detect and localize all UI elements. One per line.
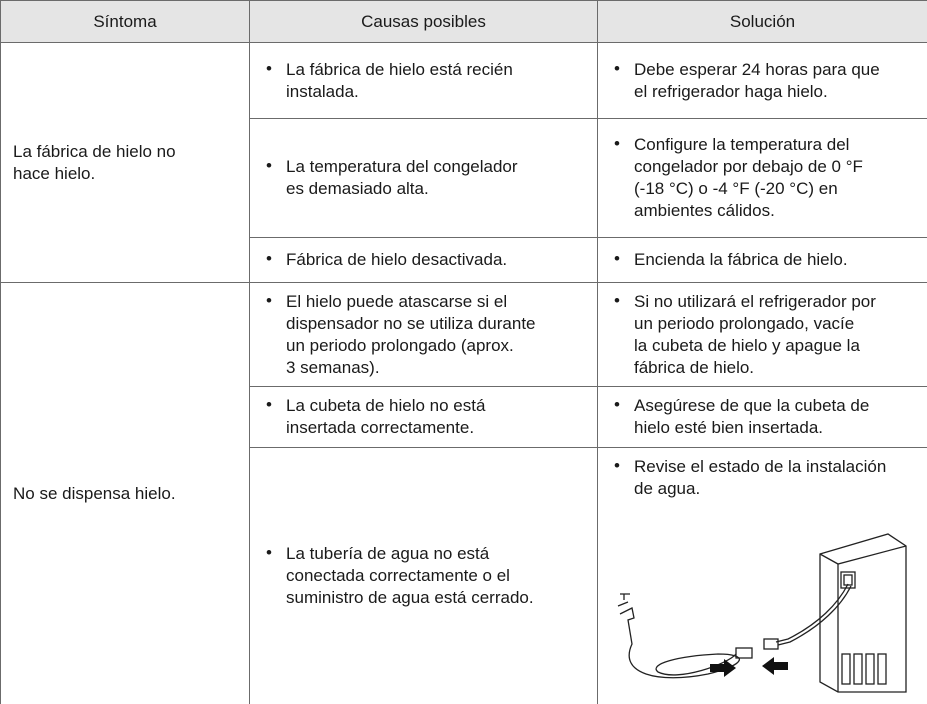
text-line: fábrica de hielo. — [634, 357, 755, 377]
text-line: Fábrica de hielo desactivada. — [286, 250, 508, 269]
bullet-item: La tubería de agua no está conectada corr… — [250, 543, 597, 609]
text-line: conectada correctamente o el — [286, 566, 510, 585]
cause-cell: La temperatura del congelador es demasiad… — [249, 118, 598, 238]
water-connection-illustration — [617, 533, 907, 693]
text-line: Asegúrese de que la cubeta de — [634, 396, 870, 415]
text-line: Revise el estado de la instalación — [634, 457, 887, 476]
text-line: No se dispensa hielo. — [13, 483, 176, 503]
text-line: El hielo puede atascarse si el — [286, 291, 508, 311]
cause-cell: El hielo puede atascarse si eldispensado… — [249, 282, 598, 387]
text-line: (-18 °C) o -4 °F (-20 °C) en — [634, 179, 838, 198]
text-line: ambientes cálidos. — [634, 201, 775, 220]
header-cell: Síntoma — [0, 0, 250, 43]
text-line: La fábrica de hielo no — [13, 141, 176, 161]
bullet-item: El hielo puede atascarse si eldispensado… — [250, 291, 597, 379]
text-line: hace hielo. — [13, 163, 96, 183]
table-row: Fábrica de hielo desactivada. Encienda la… — [1, 237, 927, 283]
text-line: un periodo prolongado (aprox. — [286, 335, 514, 355]
header-cell: Causas posibles — [249, 0, 598, 43]
text-line: congelador por debajo de 0 °F — [634, 157, 863, 176]
bullet-item: Asegúrese de que la cubeta de hielo esté … — [598, 395, 927, 439]
text-line: insertada correctamente. — [286, 418, 475, 437]
header-row: Síntoma Causas posibles Solución — [0, 0, 927, 43]
solution-cell: Asegúrese de que la cubeta de hielo esté … — [597, 386, 927, 448]
text-line: de agua. — [634, 479, 701, 498]
text-line: La fábrica de hielo está recién — [286, 59, 513, 79]
text-line: Configure la temperatura del — [634, 135, 850, 154]
symptom-cell: La fábrica de hielo no hace hielo. — [0, 42, 250, 283]
text-line: La temperatura del congelador — [286, 157, 518, 176]
text-line: dispensador no se utiliza durante — [286, 313, 536, 333]
text-line: hielo esté bien insertada. — [634, 418, 824, 437]
cause-cell: La tubería de agua no está conectada corr… — [249, 447, 598, 704]
text-line: la cubeta de hielo y apague la — [634, 335, 860, 355]
text-line: el refrigerador haga hielo. — [634, 81, 828, 101]
text-line: es demasiado alta. — [286, 179, 429, 198]
text-line: Debe esperar 24 horas para que — [634, 59, 880, 79]
text-line: suministro de agua está cerrado. — [286, 588, 534, 607]
text-line: La tubería de agua no está — [286, 544, 490, 563]
text-line: instalada. — [286, 81, 359, 101]
solution-cell: Configure la temperatura del congelador p… — [597, 118, 927, 238]
cause-cell: La cubeta de hielo no está insertada corr… — [249, 386, 598, 448]
cause-cell: La fábrica de hielo está reciéninstalada… — [249, 42, 598, 119]
table-row: La tubería de agua no está conectada corr… — [1, 447, 927, 704]
text-line: Encienda la fábrica de hielo. — [634, 250, 848, 269]
text-line: 3 semanas). — [286, 357, 380, 377]
solution-cell: Revise el estado de la instalación de agu… — [597, 447, 927, 704]
text-line: La cubeta de hielo no está — [286, 396, 486, 415]
table-row: La temperatura del congelador es demasiad… — [1, 118, 927, 238]
cause-cell: Fábrica de hielo desactivada. — [249, 237, 598, 283]
bullet-item: Configure la temperatura del congelador p… — [598, 134, 927, 222]
header-cell: Solución — [597, 0, 927, 43]
text-line: Si no utilizará el refrigerador por — [634, 291, 876, 311]
bullet-item: La temperatura del congelador es demasiad… — [250, 156, 597, 200]
table-row: No se dispensa hielo. El hielo puede atas… — [0, 282, 927, 704]
symptom-cell: No se dispensa hielo. — [0, 282, 250, 704]
bullet-item: La cubeta de hielo no está insertada corr… — [250, 395, 597, 439]
bullet-item: Encienda la fábrica de hielo. — [598, 249, 927, 271]
bullet-item: Revise el estado de la instalación de agu… — [598, 456, 927, 500]
bullet-item: Fábrica de hielo desactivada. — [250, 249, 597, 271]
text-line: un periodo prolongado, vacíe — [634, 313, 855, 333]
solution-cell: Encienda la fábrica de hielo. — [597, 237, 927, 283]
bullet-item: La fábrica de hielo está reciéninstalada… — [250, 59, 597, 103]
